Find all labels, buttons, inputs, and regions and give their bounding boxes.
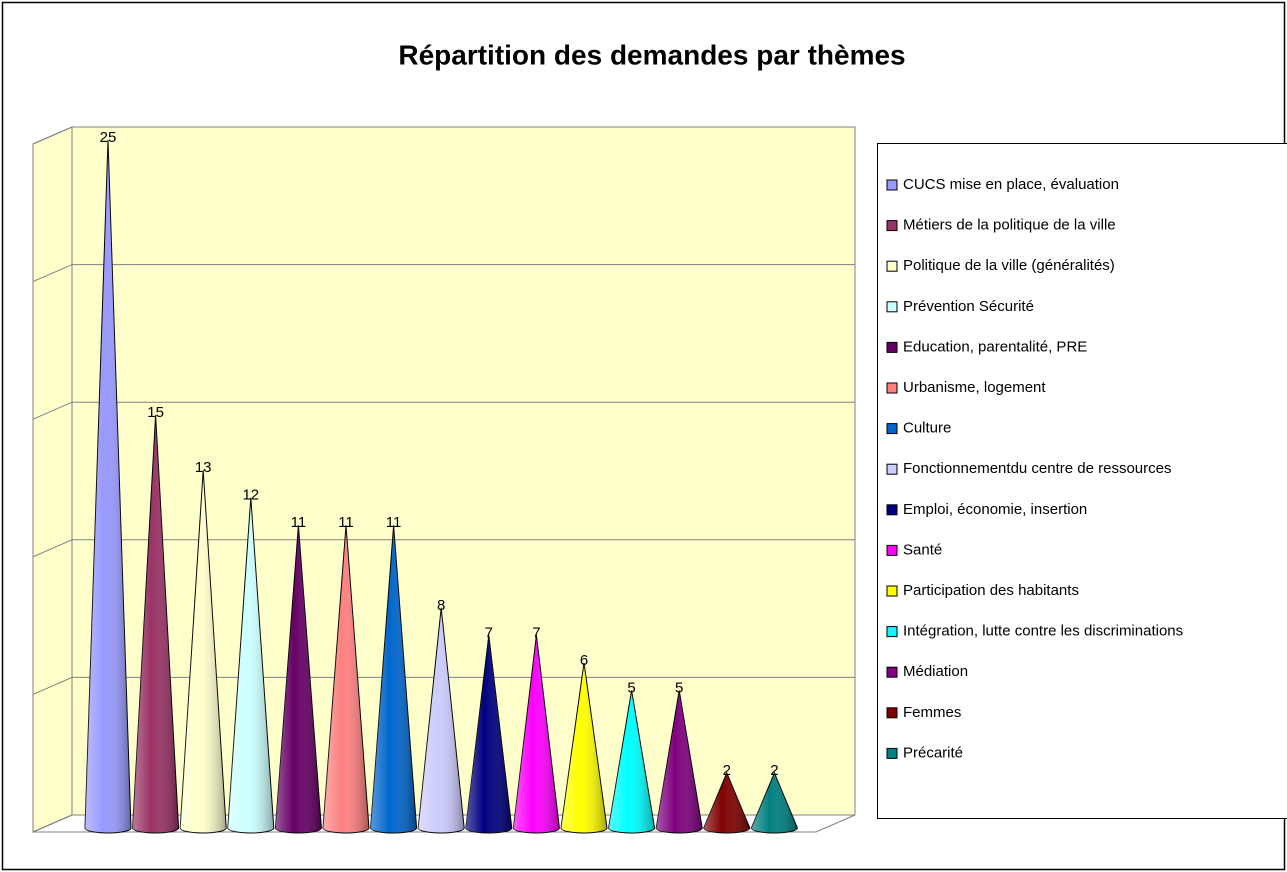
legend-label: Participation des habitants xyxy=(903,582,1079,599)
grid-line xyxy=(32,676,855,695)
legend-swatch xyxy=(886,544,898,556)
cone-shade xyxy=(418,607,465,833)
cone-shade xyxy=(513,635,560,833)
legend-box xyxy=(877,143,1287,819)
data-label: 11 xyxy=(386,514,402,531)
legend-label: Santé xyxy=(903,541,942,558)
cone xyxy=(750,771,798,834)
chart-title: Répartition des demandes par thèmes xyxy=(398,39,905,70)
data-label: 13 xyxy=(195,459,212,476)
cone-shade xyxy=(180,470,227,833)
cone xyxy=(227,497,275,834)
legend-label: Précarité xyxy=(903,744,963,761)
cone-shade xyxy=(275,525,322,833)
legend-swatch xyxy=(886,463,898,475)
legend-label: Métiers de la politique de la ville xyxy=(903,217,1116,234)
cone-shade xyxy=(465,635,512,833)
legend-swatch xyxy=(886,707,898,719)
legend-swatch xyxy=(886,504,898,516)
legend-label: Emploi, économie, insertion xyxy=(903,501,1087,518)
cone xyxy=(512,635,560,834)
cone xyxy=(132,415,180,834)
grid-line xyxy=(32,539,855,558)
legend-label: Prévention Sécurité xyxy=(903,298,1034,315)
legend-swatch xyxy=(886,260,898,272)
cone xyxy=(608,690,656,834)
cone-shade xyxy=(85,140,131,833)
cone-shade xyxy=(608,690,655,833)
data-label: 7 xyxy=(485,624,493,641)
legend-swatch xyxy=(886,626,898,638)
cone xyxy=(84,139,132,834)
data-label: 2 xyxy=(723,762,731,779)
data-label: 11 xyxy=(338,514,354,531)
legend-swatch xyxy=(886,423,898,435)
legend-swatch xyxy=(886,747,898,759)
data-label: 5 xyxy=(675,679,683,696)
data-label: 12 xyxy=(242,487,259,504)
cone xyxy=(179,470,227,834)
cone xyxy=(370,525,418,834)
data-label: 2 xyxy=(770,762,778,779)
data-label: 15 xyxy=(147,404,164,421)
cone-shade xyxy=(370,525,417,833)
data-label: 25 xyxy=(100,129,117,146)
cone-shade xyxy=(703,772,750,833)
data-label: 11 xyxy=(291,514,307,531)
cone-shade xyxy=(227,497,274,833)
cone xyxy=(322,525,370,834)
legend-swatch xyxy=(886,382,898,394)
cone-shade xyxy=(561,662,607,833)
legend-swatch xyxy=(886,220,898,232)
legend-label: Education, parentalité, PRE xyxy=(903,338,1087,355)
legend-label: Urbanisme, logement xyxy=(903,379,1046,396)
legend-label: Intégration, lutte contre les discrimina… xyxy=(903,623,1183,640)
legend-swatch xyxy=(886,341,898,353)
legend-label: Culture xyxy=(903,420,951,437)
cone-shade xyxy=(751,772,798,833)
legend-label: Femmes xyxy=(903,704,961,721)
cone-shade xyxy=(656,690,703,833)
cone xyxy=(703,771,751,834)
cone xyxy=(274,525,322,834)
cone xyxy=(655,690,703,834)
legend-label: Fonctionnementdu centre de ressources xyxy=(903,460,1171,477)
legend-label: CUCS mise en place, évaluation xyxy=(903,176,1119,193)
data-label: 6 xyxy=(580,652,588,669)
side-wall xyxy=(32,126,73,833)
cone xyxy=(560,662,608,834)
legend-swatch xyxy=(886,301,898,313)
grid-line xyxy=(32,264,855,283)
cone-shade xyxy=(323,525,369,833)
legend-label: Politique de la ville (généralités) xyxy=(903,257,1115,274)
data-label: 8 xyxy=(437,597,445,614)
data-label: 7 xyxy=(532,624,540,641)
legend-label: Médiation xyxy=(903,663,968,680)
cone xyxy=(465,635,513,834)
cone-shade xyxy=(132,415,179,833)
data-label: 5 xyxy=(627,679,635,696)
legend-swatch xyxy=(886,179,898,191)
cone xyxy=(417,607,465,834)
grid-line xyxy=(32,126,855,145)
legend-swatch xyxy=(886,585,898,597)
legend-swatch xyxy=(886,666,898,678)
grid-line xyxy=(32,401,855,420)
